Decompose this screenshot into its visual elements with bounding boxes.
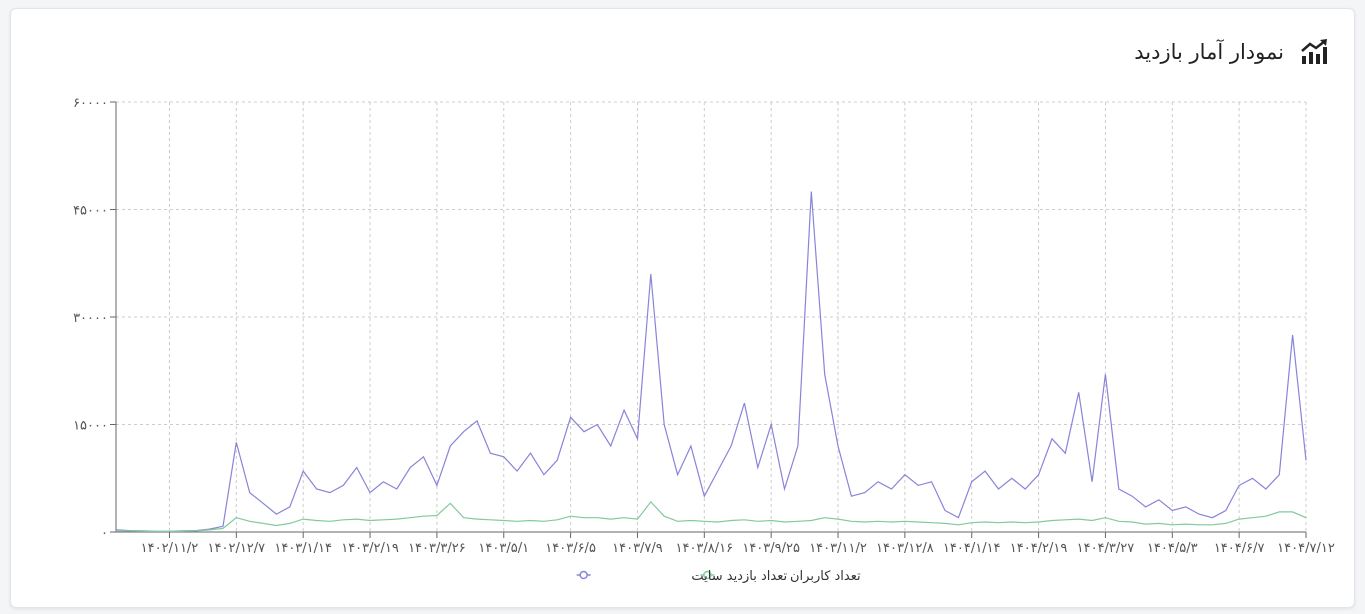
y-tick-label: ۰ — [101, 526, 108, 541]
series-line — [115, 191, 1307, 532]
legend-label: تعداد بازدید سایت — [691, 569, 787, 584]
series-line — [115, 500, 1307, 532]
x-tick-label: ۱۴۰۴/۳/۲۷ — [1077, 541, 1135, 556]
x-tick-label: ۱۴۰۳/۱۲/۸ — [876, 541, 934, 556]
x-tick-label: ۱۴۰۴/۷/۱۲ — [1277, 541, 1335, 556]
x-tick-label: ۱۴۰۳/۳/۲۶ — [408, 541, 466, 556]
chart-icon — [1301, 39, 1327, 64]
x-tick-label: ۱۴۰۳/۲/۱۹ — [341, 541, 399, 556]
card-header: نمودار آمار بازدید — [1134, 39, 1328, 65]
y-tick-label: ۴۵۰۰۰ — [73, 204, 108, 219]
y-tick-label: ۱۵۰۰۰ — [73, 419, 108, 434]
x-tick-label: ۱۴۰۳/۷/۹ — [612, 541, 663, 556]
legend-swatch — [579, 570, 588, 580]
x-tick-label: ۱۴۰۴/۲/۱۹ — [1010, 541, 1068, 556]
x-tick-label: ۱۴۰۳/۱۱/۲ — [809, 541, 867, 556]
x-tick-label: ۱۴۰۳/۵/۱ — [478, 541, 529, 556]
x-tick-label: ۱۴۰۳/۶/۵ — [545, 541, 596, 556]
legend-swatch — [703, 570, 712, 580]
y-tick-label: ۳۰۰۰۰ — [73, 311, 108, 326]
x-tick-label: ۱۴۰۳/۸/۱۶ — [675, 541, 733, 556]
x-tick-label: ۱۴۰۲/۱۲/۷ — [208, 541, 266, 556]
x-tick-label: ۱۴۰۲/۱۱/۲ — [141, 541, 199, 556]
x-tick-label: ۱۴۰۴/۵/۳ — [1147, 541, 1198, 556]
x-tick-label: ۱۴۰۴/۶/۷ — [1214, 541, 1265, 556]
card: نمودار آمار بازدید — [10, 8, 1355, 608]
x-tick-label: ۱۴۰۴/۱/۱۴ — [943, 541, 1001, 556]
y-tick-label: ۶۰۰۰۰ — [73, 96, 108, 111]
chart-title: نمودار آمار بازدید — [1134, 40, 1284, 64]
x-tick-label: ۱۴۰۳/۱/۱۴ — [274, 541, 332, 556]
legend-label: تعداد کاربران — [790, 569, 861, 584]
x-tick-label: ۱۴۰۳/۹/۲۵ — [742, 541, 800, 556]
